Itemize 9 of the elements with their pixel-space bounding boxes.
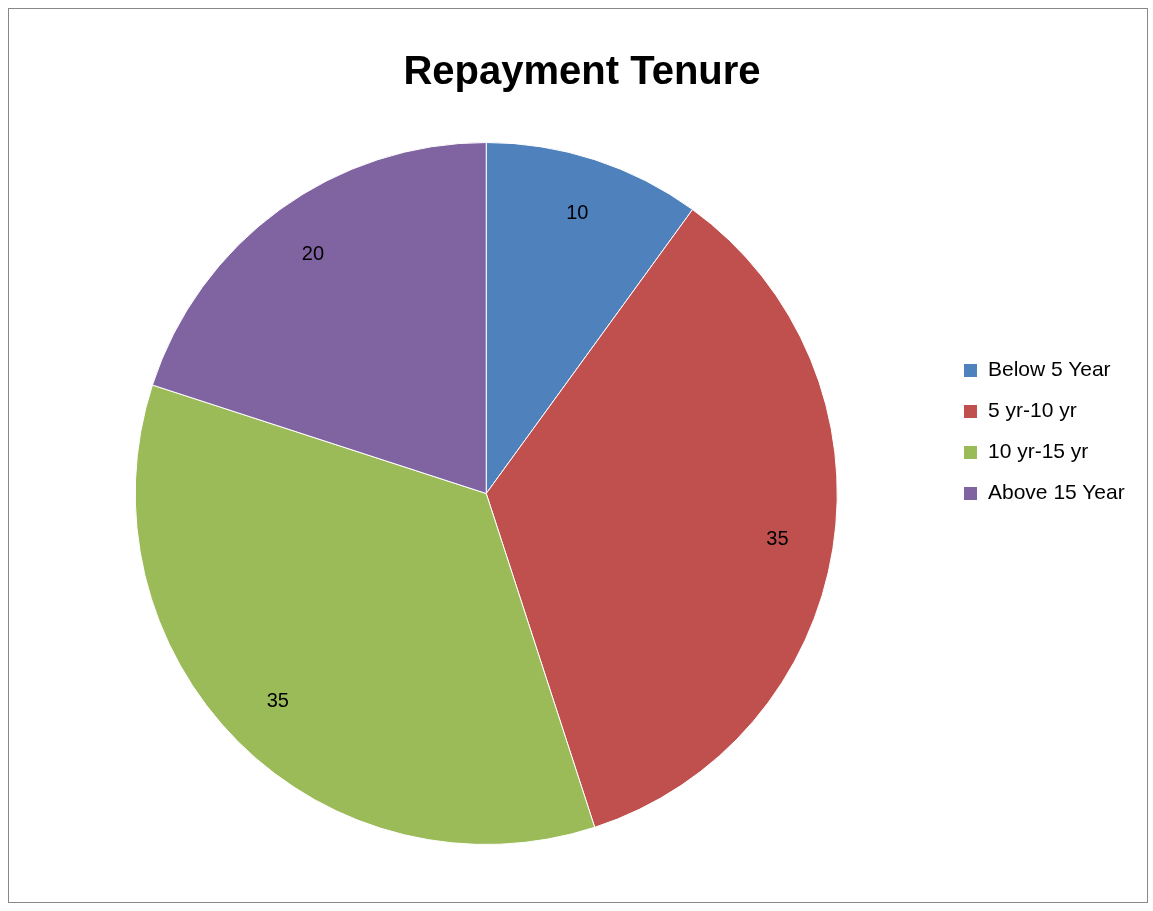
chart-title: Repayment Tenure [403,48,761,93]
data-label: 10 [566,200,589,223]
legend-label: Below 5 Year [988,357,1111,381]
legend-label: 5 yr-10 yr [988,398,1077,422]
data-label: 35 [766,527,789,550]
data-label: 35 [266,689,289,712]
legend-label: 10 yr-15 yr [988,439,1089,463]
legend-label: Above 15 Year [988,480,1125,504]
data-label: 20 [301,242,325,265]
